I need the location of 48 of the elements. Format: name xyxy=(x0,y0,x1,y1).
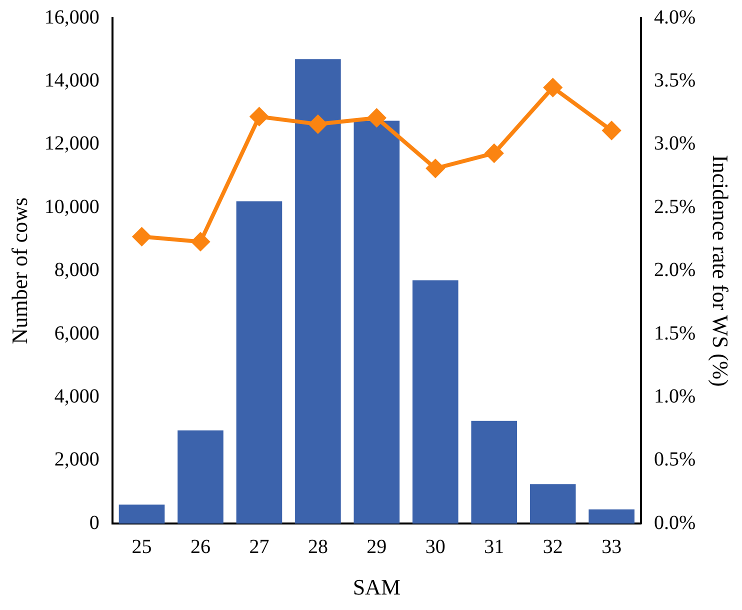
x-tick-label: 30 xyxy=(425,536,446,558)
bar xyxy=(118,504,165,524)
bar xyxy=(471,420,518,524)
x-tick-label: 32 xyxy=(542,536,563,558)
x-tick-label: 28 xyxy=(308,536,328,558)
x-tick-label: 27 xyxy=(249,536,270,558)
y-tick-label: 2,000 xyxy=(54,448,100,471)
bar xyxy=(295,59,341,524)
point xyxy=(308,115,327,134)
y2-axis-title: Incidence rate for WS (%) xyxy=(708,154,734,387)
y2-tick-label: 2.5% xyxy=(654,196,696,218)
x-tick-label: 29 xyxy=(366,536,387,558)
x-tick-label: 31 xyxy=(484,536,504,558)
y2-tick-label: 1.5% xyxy=(654,322,696,344)
point xyxy=(602,121,621,140)
point xyxy=(191,232,210,251)
y2-tick-label: 0.5% xyxy=(654,448,696,471)
y2-tick-label: 2.0% xyxy=(654,259,696,282)
y-tick-label: 6,000 xyxy=(54,322,100,344)
point xyxy=(544,78,562,97)
bar xyxy=(178,430,224,524)
bar xyxy=(236,201,282,524)
point xyxy=(368,108,386,127)
bar xyxy=(412,280,458,524)
y2-tick-label: 1.0% xyxy=(654,385,696,408)
x-tick-label: 26 xyxy=(190,536,210,558)
y-tick-label: 14,000 xyxy=(44,69,100,92)
point xyxy=(485,144,504,162)
x-axis-title: SAM xyxy=(352,574,401,600)
y-tick-label: 12,000 xyxy=(44,132,100,155)
y2-tick-label: 4.0% xyxy=(654,6,696,28)
y-tick-label: 4,000 xyxy=(54,385,100,408)
bar xyxy=(354,120,400,524)
y-tick-label: 0 xyxy=(89,512,100,534)
point xyxy=(250,108,268,126)
y-tick-label: 16,000 xyxy=(44,6,100,28)
bar xyxy=(530,484,576,524)
x-tick-label: 33 xyxy=(602,536,622,558)
y2-tick-label: 3.0% xyxy=(654,132,696,155)
point xyxy=(426,159,444,178)
bar xyxy=(588,509,634,524)
y-axis-title: Number of cows xyxy=(6,197,32,344)
y-tick-label: 10,000 xyxy=(44,196,100,218)
point xyxy=(132,228,151,246)
y2-tick-label: 0.0% xyxy=(654,512,696,534)
y2-tick-label: 3.5% xyxy=(654,69,696,92)
y-tick-label: 8,000 xyxy=(54,259,100,282)
x-tick-label: 25 xyxy=(132,536,152,558)
